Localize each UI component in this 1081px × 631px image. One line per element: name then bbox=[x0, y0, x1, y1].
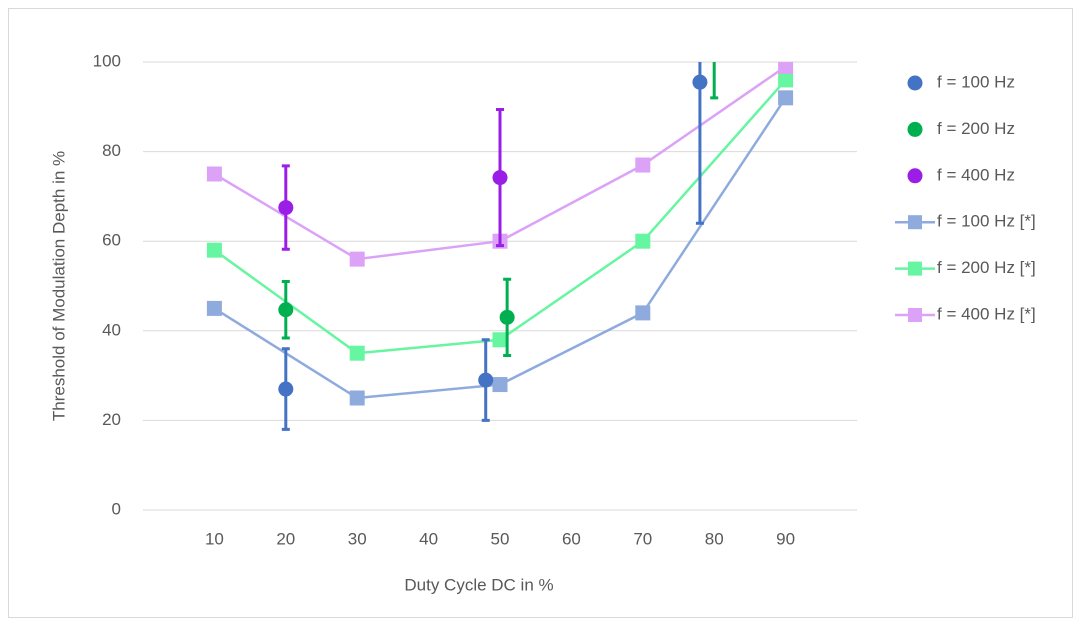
square-marker bbox=[349, 251, 365, 267]
legend-label: f = 100 Hz [*] bbox=[937, 212, 1036, 231]
error-bar bbox=[710, 62, 719, 100]
legend-marker bbox=[907, 121, 923, 137]
square-marker bbox=[635, 305, 651, 321]
x-tick-label: 60 bbox=[562, 529, 581, 548]
square-marker bbox=[206, 242, 222, 258]
point bbox=[492, 170, 508, 186]
y-tick-label: 40 bbox=[102, 320, 121, 339]
legend-marker bbox=[908, 308, 922, 322]
square-marker bbox=[635, 157, 651, 173]
legend-marker bbox=[908, 261, 922, 276]
x-tick-label: 50 bbox=[491, 529, 510, 548]
y-tick-label: 100 bbox=[93, 51, 121, 70]
square-marker bbox=[206, 166, 222, 182]
x-tick-label: 40 bbox=[419, 529, 438, 548]
square-marker bbox=[492, 332, 508, 348]
square-marker bbox=[778, 72, 794, 88]
square-marker bbox=[349, 345, 365, 361]
legend-label: f = 400 Hz [*] bbox=[937, 304, 1036, 323]
square-marker bbox=[778, 62, 794, 74]
legend-label: f = 200 Hz bbox=[937, 119, 1015, 138]
y-tick-label: 60 bbox=[102, 231, 121, 250]
point bbox=[478, 372, 494, 388]
legend-label: f = 100 Hz bbox=[937, 72, 1015, 91]
point bbox=[499, 309, 515, 325]
y-tick-label: 0 bbox=[112, 499, 121, 518]
point bbox=[278, 381, 294, 397]
legend-marker bbox=[908, 215, 922, 230]
square-marker bbox=[492, 377, 508, 393]
x-tick-label: 20 bbox=[276, 529, 295, 548]
x-tick-label: 80 bbox=[705, 529, 724, 548]
legend-marker bbox=[907, 75, 923, 91]
x-tick-label: 30 bbox=[348, 529, 367, 548]
x-tick-label: 70 bbox=[633, 529, 652, 548]
y-axis-label: Threshold of Modulation Depth in % bbox=[49, 151, 68, 421]
legend-label: f = 200 Hz [*] bbox=[937, 258, 1036, 277]
point bbox=[692, 74, 708, 90]
x-tick-label: 90 bbox=[776, 529, 795, 548]
legend-marker bbox=[907, 168, 923, 184]
x-axis-label: Duty Cycle DC in % bbox=[404, 575, 553, 594]
square-marker bbox=[778, 90, 794, 106]
square-marker bbox=[635, 233, 651, 249]
plot-area bbox=[206, 62, 794, 431]
x-tick-label: 10 bbox=[205, 529, 224, 548]
point bbox=[278, 200, 294, 216]
y-tick-label: 80 bbox=[102, 141, 121, 160]
legend-label: f = 400 Hz bbox=[937, 165, 1015, 184]
square-marker bbox=[349, 390, 365, 406]
point bbox=[278, 302, 294, 318]
y-tick-label: 20 bbox=[102, 410, 121, 429]
square-marker bbox=[206, 300, 222, 316]
